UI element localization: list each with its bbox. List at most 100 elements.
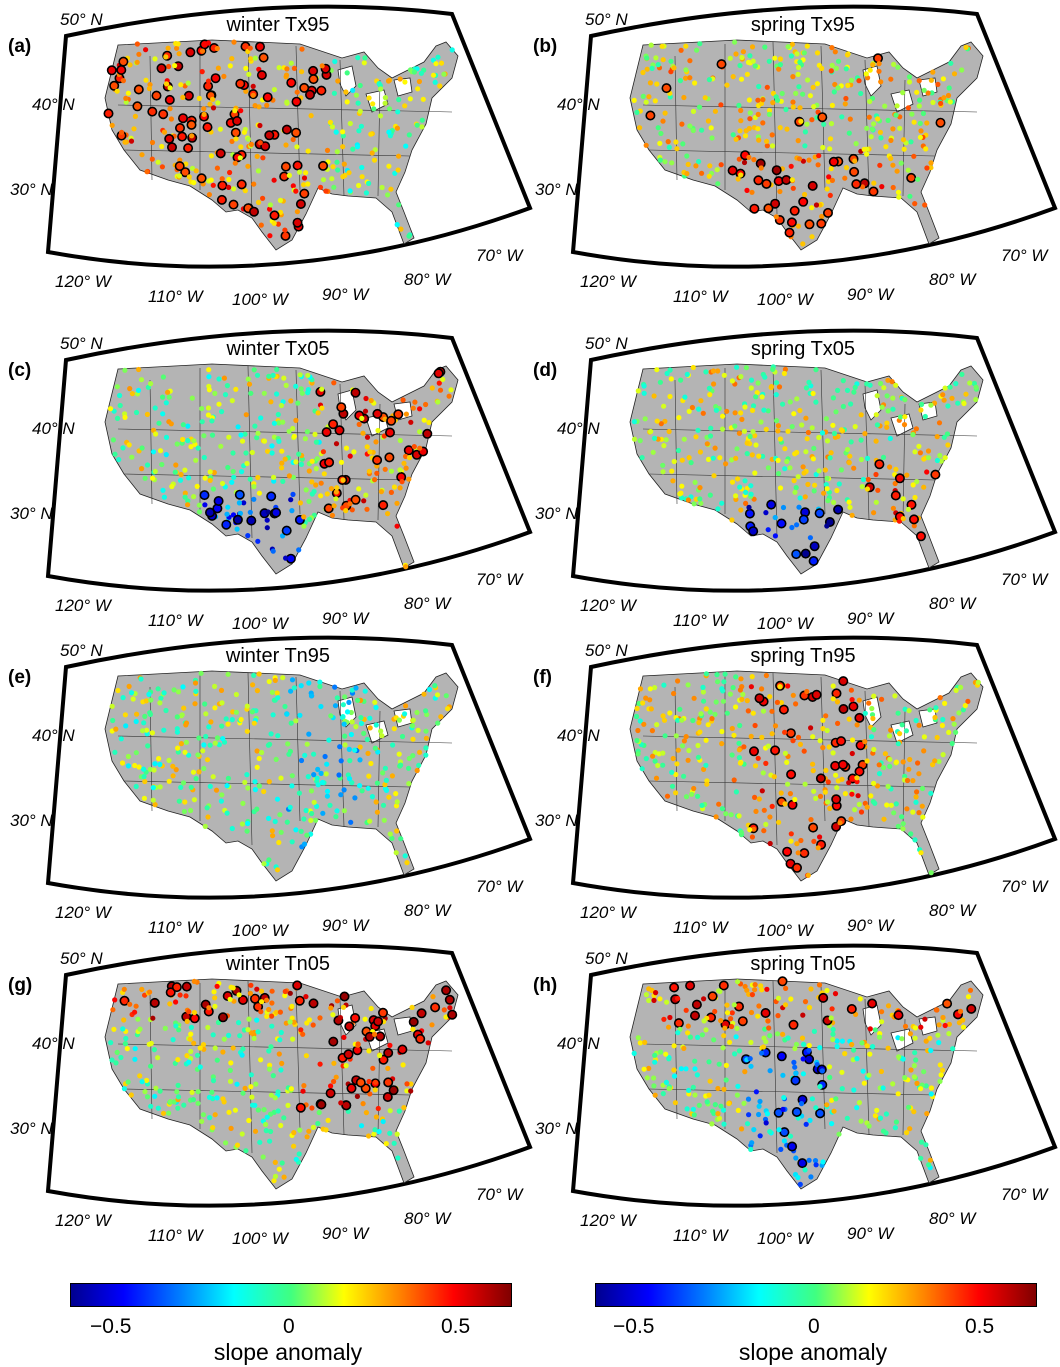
station-marker (186, 1009, 192, 1015)
station-marker (144, 727, 150, 733)
station-marker (308, 74, 319, 85)
station-marker (681, 738, 687, 744)
station-marker (210, 96, 216, 102)
station-marker (715, 1085, 721, 1092)
station-marker (339, 991, 350, 1002)
station-marker (195, 1089, 201, 1095)
station-marker (663, 1051, 669, 1057)
station-marker (829, 62, 835, 68)
longitude-label: 110° W (148, 611, 203, 630)
station-marker (913, 426, 919, 432)
station-marker (251, 484, 257, 490)
station-marker (811, 788, 817, 794)
station-marker (852, 384, 858, 390)
station-marker (364, 736, 370, 743)
station-marker (648, 428, 654, 435)
station-marker (167, 106, 173, 112)
station-marker (797, 495, 803, 501)
station-marker (686, 1087, 692, 1093)
station-marker (777, 976, 788, 987)
colorbar-left-label: slope anomaly (213, 1339, 363, 1365)
station-marker (343, 1063, 349, 1069)
station-marker (420, 96, 426, 102)
station-marker (260, 195, 266, 201)
station-marker (643, 99, 649, 105)
station-marker (787, 1133, 794, 1139)
station-marker (246, 71, 252, 77)
station-marker (308, 693, 315, 699)
station-marker (394, 222, 400, 228)
station-marker (660, 750, 666, 756)
station-marker (150, 475, 156, 481)
station-marker (334, 485, 340, 491)
station-marker (221, 519, 232, 530)
station-marker (950, 716, 956, 722)
station-marker (707, 392, 713, 398)
station-marker (318, 770, 324, 776)
station-marker (813, 367, 819, 373)
station-marker (321, 427, 332, 438)
station-marker (937, 1062, 943, 1068)
station-marker (831, 499, 837, 505)
station-marker (917, 120, 923, 126)
station-marker (226, 184, 232, 190)
station-marker (788, 1019, 799, 1030)
station-marker (781, 370, 787, 377)
station-marker (871, 727, 877, 733)
station-marker (175, 41, 181, 47)
station-marker (259, 749, 265, 756)
station-marker (325, 1088, 336, 1099)
station-marker (388, 489, 394, 495)
station-marker (429, 385, 435, 391)
station-marker (184, 1053, 190, 1059)
station-marker (199, 490, 210, 501)
station-marker (303, 487, 309, 493)
station-marker (295, 1102, 306, 1113)
station-marker (772, 514, 778, 521)
station-marker (914, 479, 920, 485)
station-marker (440, 376, 446, 382)
station-marker (211, 469, 217, 476)
station-marker (741, 1100, 747, 1106)
station-marker (936, 758, 942, 765)
station-marker (395, 1155, 401, 1161)
station-marker (782, 466, 788, 472)
station-marker (744, 485, 750, 491)
station-marker (732, 410, 738, 416)
station-marker (673, 139, 679, 145)
station-marker (202, 823, 208, 829)
station-marker (922, 202, 928, 208)
station-marker (745, 1096, 752, 1102)
longitude-label: 90° W (847, 1224, 894, 1243)
station-marker (907, 1126, 913, 1132)
station-marker (366, 773, 372, 779)
station-marker (767, 814, 773, 820)
station-marker (902, 414, 908, 420)
station-marker (764, 143, 770, 149)
station-marker (229, 825, 235, 832)
station-marker (801, 748, 807, 754)
station-marker (904, 472, 910, 478)
station-marker (814, 50, 821, 56)
station-marker (771, 165, 782, 176)
station-marker (284, 711, 290, 717)
station-marker (364, 506, 370, 512)
station-marker (125, 753, 131, 760)
station-marker (877, 162, 883, 168)
station-marker (382, 100, 388, 106)
station-marker (737, 722, 743, 729)
station-marker (445, 706, 451, 712)
station-marker (790, 738, 796, 744)
station-marker (673, 733, 679, 739)
station-marker (382, 765, 388, 771)
station-marker (236, 179, 247, 190)
station-marker (760, 453, 766, 459)
station-marker (816, 468, 822, 474)
station-marker (750, 403, 757, 409)
station-marker (212, 1112, 218, 1118)
station-marker (879, 1009, 885, 1015)
station-marker (160, 1110, 167, 1116)
station-marker (144, 1077, 150, 1083)
station-marker (138, 676, 144, 682)
station-marker (153, 1085, 159, 1091)
